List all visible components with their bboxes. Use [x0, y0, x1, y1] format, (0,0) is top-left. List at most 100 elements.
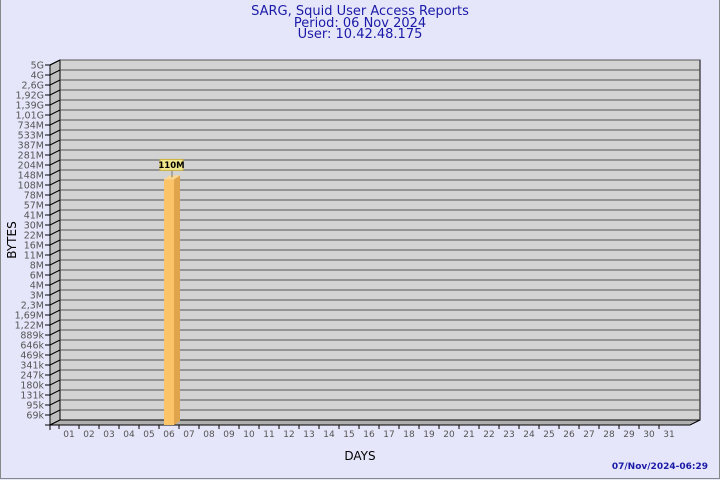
y-wall-line	[49, 119, 61, 126]
x-tick-label: 01	[63, 430, 74, 440]
x-tick-label: 21	[463, 430, 474, 440]
x-tick-label: 27	[583, 430, 594, 440]
x-tick-label: 06	[163, 430, 175, 440]
y-tick-label: 247k	[20, 371, 44, 382]
y-tick-label: 1,39G	[15, 101, 44, 112]
x-tick-label: 26	[563, 430, 575, 440]
x-axis-label: DAYS	[344, 449, 375, 463]
y-tick-label: 646k	[20, 341, 44, 352]
y-tick-label: 78M	[24, 191, 44, 202]
y-wall-line	[49, 299, 61, 306]
x-tick-label: 05	[143, 430, 154, 440]
x-tick-label: 10	[243, 430, 255, 440]
chart-title: SARG, Squid User Access Reports	[251, 4, 469, 19]
x-tick-label: 31	[663, 430, 674, 440]
x-tick-label: 17	[383, 430, 394, 440]
x-tick-label: 07	[183, 430, 194, 440]
data-label: 110M	[158, 161, 184, 171]
y-tick-label: 95k	[26, 401, 44, 412]
y-tick-label: 204M	[18, 161, 44, 172]
y-tick-label: 2,3M	[21, 301, 44, 312]
y-tick-label: 5G	[31, 61, 44, 72]
y-wall-line	[49, 69, 61, 76]
y-tick-label: 57M	[24, 201, 44, 212]
y-tick-label: 3M	[30, 291, 44, 302]
y-tick-label: 387M	[18, 141, 44, 152]
x-tick-label: 30	[643, 430, 655, 440]
y-tick-label: 131k	[20, 391, 44, 402]
x-tick-label: 04	[123, 430, 135, 440]
x-tick-label: 12	[283, 430, 294, 440]
y-wall-line	[49, 399, 61, 406]
y-tick-label: 108M	[18, 181, 44, 192]
x-tick-label: 13	[303, 430, 314, 440]
x-tick-label: 16	[363, 430, 375, 440]
generated-timestamp: 07/Nov/2024-06:29	[612, 462, 708, 472]
y-tick-label: 1,92G	[15, 91, 44, 102]
y-tick-label: 734M	[18, 121, 44, 132]
data-label-box	[159, 158, 184, 171]
y-tick-label: 16M	[24, 241, 44, 252]
y-wall-line	[49, 409, 61, 416]
y-wall-line	[49, 269, 61, 276]
x-tick-label: 08	[203, 430, 215, 440]
x-tick-label: 28	[603, 430, 615, 440]
floor	[49, 419, 701, 426]
y-wall-line	[49, 89, 61, 96]
chart-period: Period: 06 Nov 2024	[294, 16, 426, 31]
y-wall-line	[49, 179, 61, 186]
y-wall-line	[49, 79, 61, 86]
y-wall-line	[49, 359, 61, 366]
y-tick-label: 4G	[31, 71, 44, 82]
y-wall-line	[49, 249, 61, 256]
y-tick-label: 1,01G	[15, 111, 44, 122]
y-wall-line	[49, 329, 61, 336]
y-tick-label: 41M	[24, 211, 44, 222]
y-wall-line	[49, 289, 61, 296]
x-tick-label: 02	[83, 430, 94, 440]
y-wall-line	[49, 349, 61, 356]
y-tick-label: 69k	[26, 411, 44, 422]
y-wall-line	[49, 189, 61, 196]
y-wall-line	[49, 319, 61, 326]
y-wall-line	[49, 369, 61, 376]
y-tick-label: 148M	[18, 171, 44, 182]
y-tick-label: 889k	[20, 331, 44, 342]
bar	[164, 179, 174, 425]
y-wall-line	[49, 129, 61, 136]
x-tick-label: 20	[443, 430, 455, 440]
x-tick-label: 15	[343, 430, 354, 440]
y-wall-line	[49, 149, 61, 156]
y-tick-label: 2,6G	[22, 81, 44, 92]
y-tick-label: 281M	[18, 151, 44, 162]
y-wall-line	[49, 169, 61, 176]
y-tick-label: 8M	[30, 261, 44, 272]
y-tick-label: 341k	[20, 361, 44, 372]
y-wall-line	[49, 259, 61, 266]
chart-user: User: 10.42.48.175	[298, 27, 423, 42]
y-wall-line	[49, 229, 61, 236]
x-tick-label: 29	[623, 430, 635, 440]
y-wall-line	[49, 139, 61, 146]
y-wall-line	[49, 99, 61, 106]
x-tick-label: 25	[543, 430, 554, 440]
y-tick-label: 1,22M	[15, 321, 44, 332]
bar-side	[174, 175, 180, 425]
y-wall-line	[49, 199, 61, 206]
y-tick-label: 11M	[24, 251, 44, 262]
y-axis-label: BYTES	[5, 221, 19, 258]
y-wall-line	[49, 159, 61, 166]
y-wall-line	[49, 219, 61, 226]
y-tick-label: 533M	[18, 131, 44, 142]
y-wall-line	[49, 209, 61, 216]
y-wall-line	[49, 59, 61, 66]
y-wall-line	[49, 339, 61, 346]
x-tick-label: 23	[503, 430, 514, 440]
x-tick-label: 14	[323, 430, 335, 440]
x-tick-label: 11	[263, 430, 274, 440]
y-tick-label: 1,69M	[15, 311, 44, 322]
y-tick-label: 4M	[30, 281, 44, 292]
y-wall-line	[49, 109, 61, 116]
x-tick-label: 24	[523, 430, 535, 440]
